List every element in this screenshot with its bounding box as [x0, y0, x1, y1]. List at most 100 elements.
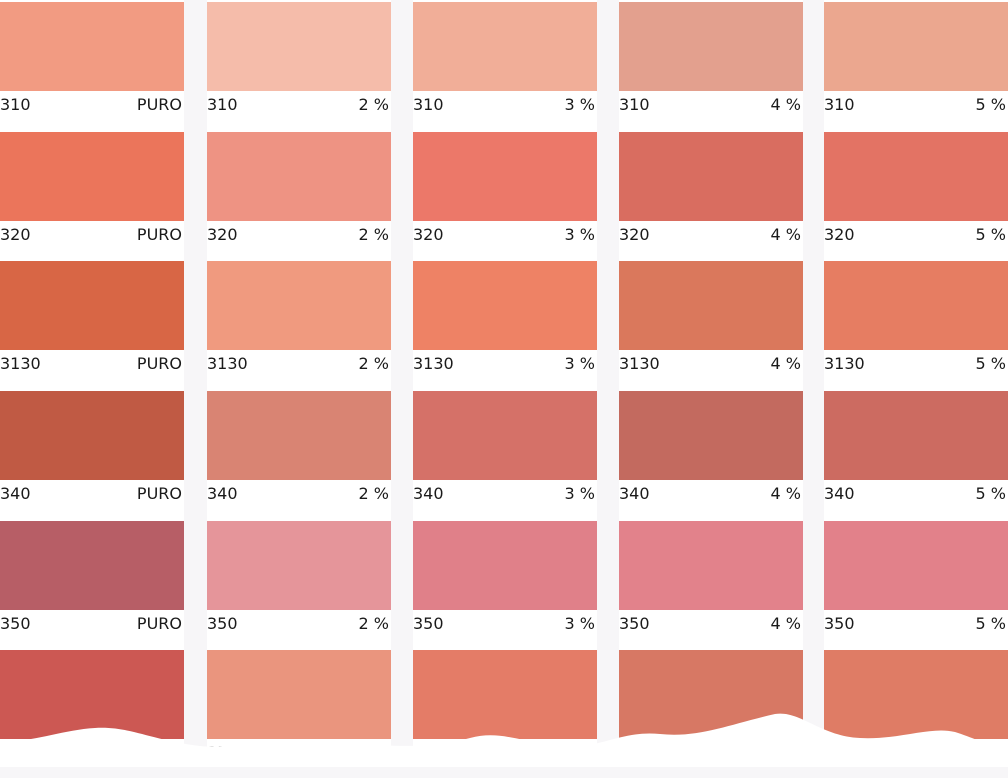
swatch-code: 340 — [619, 484, 650, 503]
color-swatch — [0, 650, 184, 739]
swatch-percentage: 5 % — [975, 354, 1006, 373]
color-swatch — [824, 132, 1008, 221]
swatch-label: 350 2 % — [207, 613, 391, 635]
swatch-cell: 340 3 % — [413, 389, 597, 519]
swatch-label: 350 4 % — [619, 613, 803, 635]
swatch-percentage: 2 % — [358, 95, 389, 114]
color-swatch — [0, 521, 184, 610]
color-swatch — [0, 391, 184, 480]
swatch-label: 320 5 % — [824, 224, 1008, 246]
swatch-label: 350 PURO — [0, 613, 184, 635]
color-swatch — [413, 2, 597, 91]
swatch-label: 320 4 % — [619, 224, 803, 246]
swatch-cell: 340 PURO — [0, 389, 184, 519]
swatch-code: 3130 — [413, 354, 454, 373]
swatch-label: 310 2 % — [207, 94, 391, 116]
color-swatch — [413, 132, 597, 221]
swatch-cell: 3130 5 % — [824, 259, 1008, 389]
swatch-label: 340 5 % — [824, 483, 1008, 505]
swatch-percentage: 5 % — [975, 614, 1006, 633]
color-swatch — [207, 521, 391, 610]
color-swatch — [824, 391, 1008, 480]
swatch-label: 340 PURO — [0, 483, 184, 505]
swatch-label: 310 5 % — [824, 94, 1008, 116]
swatch-cell: 340 4 % — [619, 389, 803, 519]
color-swatch — [824, 521, 1008, 610]
color-swatch — [0, 2, 184, 91]
swatch-percentage: PURO — [136, 225, 182, 244]
swatch-cell: 3130 2 % — [207, 259, 391, 389]
swatch-code: 350 — [824, 614, 855, 633]
swatch-percentage: 5 % — [975, 95, 1006, 114]
swatch-cell: 340 5 % — [824, 389, 1008, 519]
swatch-label: 310 4 % — [619, 94, 803, 116]
swatch-label: 3130 4 % — [619, 353, 803, 375]
swatch-cell: 310 5 % — [824, 0, 1008, 130]
swatch-percentage: 5 % — [975, 225, 1006, 244]
swatch-label: 340 2 % — [207, 483, 391, 505]
swatch-label: 3130 2 % — [207, 353, 391, 375]
swatch-code: 320 — [413, 225, 444, 244]
column-bg-2 — [413, 0, 597, 767]
color-swatch — [207, 2, 391, 91]
swatch-label: 3130 5 % — [824, 353, 1008, 375]
column-bg-1 — [207, 0, 391, 767]
color-swatch — [824, 261, 1008, 350]
swatch-percentage: 3 % — [564, 95, 595, 114]
swatch-code: 340 — [0, 484, 31, 503]
swatch-code: 340 — [413, 484, 444, 503]
swatch-cell: 350 2 % — [207, 519, 391, 649]
swatch-cell: 310 3 % — [413, 0, 597, 130]
swatch-code: 340 — [824, 484, 855, 503]
swatch-code: 350 — [207, 614, 238, 633]
swatch-percentage: 3 % — [564, 225, 595, 244]
swatch-cell: 350 4 % — [619, 519, 803, 649]
swatch-cell: 310 4 % — [619, 0, 803, 130]
color-swatch — [413, 391, 597, 480]
swatch-code: 320 — [824, 225, 855, 244]
swatch-code: 350 — [0, 614, 31, 633]
swatch-label: 320 3 % — [413, 224, 597, 246]
swatch-label: 310 3 % — [413, 94, 597, 116]
swatch-label: 3130 3 % — [413, 353, 597, 375]
swatch-percentage: PURO — [136, 95, 182, 114]
color-swatch — [207, 132, 391, 221]
column-bg-0 — [0, 0, 184, 767]
color-swatch — [413, 650, 597, 739]
swatch-cell: 350 PURO — [0, 519, 184, 649]
swatch-cell: 320 5 % — [824, 130, 1008, 260]
swatch-cell: 320 PURO — [0, 130, 184, 260]
swatch-cell: 3130 4 % — [619, 259, 803, 389]
swatch-code: 310 — [824, 95, 855, 114]
swatch-cell: 320 3 % — [413, 130, 597, 260]
swatch-percentage: 2 % — [358, 484, 389, 503]
color-swatch — [413, 521, 597, 610]
swatch-percentage: 2 % — [358, 354, 389, 373]
color-swatch — [619, 132, 803, 221]
swatch-code: 3130 — [619, 354, 660, 373]
swatch-code: 310 — [619, 95, 650, 114]
swatch-label: 340 4 % — [619, 483, 803, 505]
swatch-code: 320 — [619, 225, 650, 244]
swatch-label: 3130 PURO — [0, 353, 184, 375]
swatch-percentage: 3 % — [564, 614, 595, 633]
swatch-label: 310 PURO — [0, 94, 184, 116]
color-swatch — [619, 521, 803, 610]
swatch-code: 3130 — [824, 354, 865, 373]
swatch-percentage: PURO — [136, 354, 182, 373]
swatch-percentage: 2 % — [358, 225, 389, 244]
swatch-label: 350 5 % — [824, 613, 1008, 635]
swatch-code: 320 — [0, 225, 31, 244]
swatch-percentage: PURO — [136, 614, 182, 633]
swatch-percentage: 4 % — [770, 614, 801, 633]
swatch-code: 310 — [207, 95, 238, 114]
swatch-percentage: 4 % — [770, 95, 801, 114]
column-bg-4 — [824, 0, 1008, 767]
color-swatch — [413, 261, 597, 350]
swatch-percentage: PURO — [136, 484, 182, 503]
color-swatch — [824, 2, 1008, 91]
swatch-cell: 340 2 % — [207, 389, 391, 519]
swatch-cell: 3130 3 % — [413, 259, 597, 389]
swatch-code: 320 — [207, 225, 238, 244]
swatch-cell: 310 2 % — [207, 0, 391, 130]
